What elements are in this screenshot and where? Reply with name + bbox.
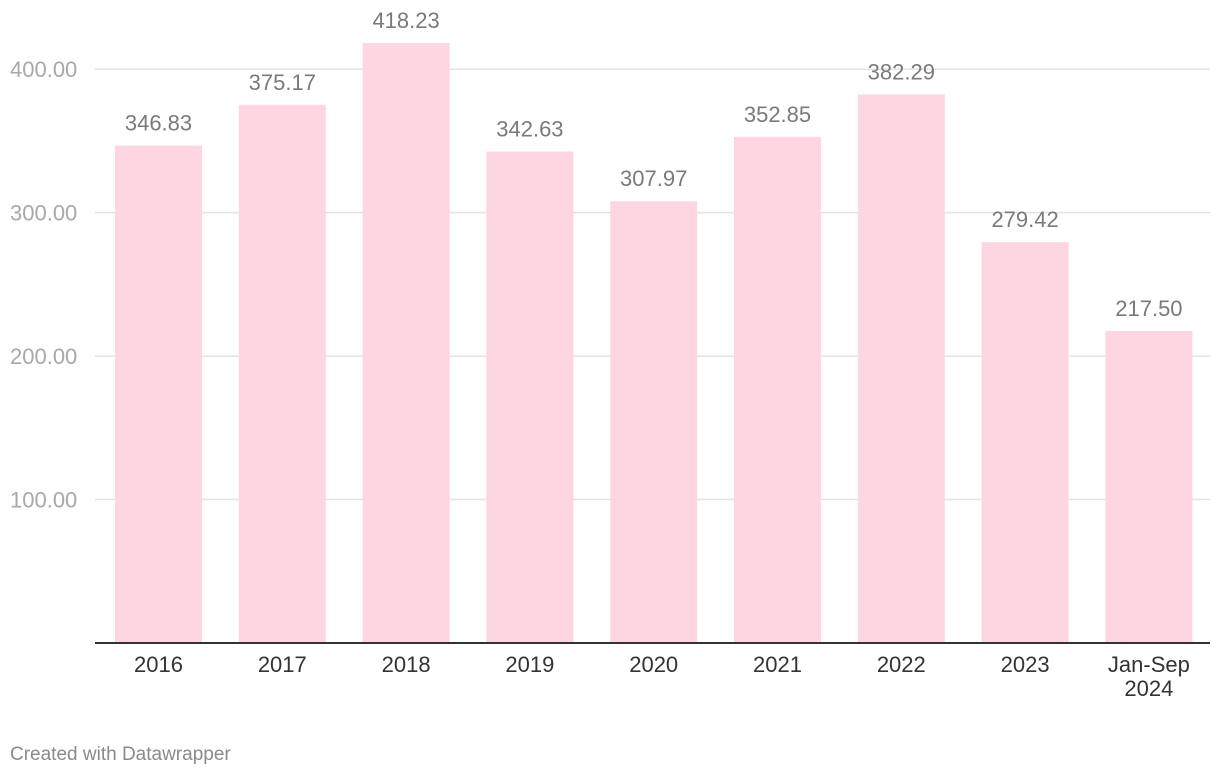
- y-tick-label: 300.00: [10, 201, 77, 226]
- value-label: 375.17: [249, 70, 316, 95]
- bar-2019[interactable]: [486, 151, 574, 644]
- y-tick-label: 400.00: [10, 57, 77, 82]
- value-label: 418.23: [372, 8, 439, 33]
- x-axis: 2016 2017 2018 2019 2020 2021 2022 2023 Jan-Sep 2…: [95, 642, 1210, 701]
- bar-2020[interactable]: [610, 201, 698, 643]
- value-label: 382.29: [868, 60, 935, 85]
- bar-2023[interactable]: [981, 242, 1069, 644]
- bar-jan-sep-2024[interactable]: [1105, 330, 1193, 643]
- x-tick-label: 2019: [505, 652, 554, 677]
- value-label: 217.50: [1115, 296, 1182, 321]
- value-label: 279.42: [991, 207, 1058, 232]
- value-label: 307.97: [620, 166, 687, 191]
- value-label: 342.63: [496, 116, 563, 141]
- y-axis: 100.00 200.00 300.00 400.00: [10, 57, 77, 512]
- y-tick-label: 200.00: [10, 344, 77, 369]
- x-tick-label: Jan-Sep 2024: [1108, 652, 1190, 701]
- x-tick-label: 2020: [629, 652, 678, 677]
- y-tick-label: 100.00: [10, 488, 77, 513]
- x-tick-label-line: 2024: [1124, 676, 1173, 701]
- bar-2017[interactable]: [238, 104, 326, 644]
- x-tick-label: 2022: [877, 652, 926, 677]
- x-tick-label: 2016: [134, 652, 183, 677]
- x-tick-label: 2023: [1001, 652, 1050, 677]
- bar-2022[interactable]: [857, 94, 945, 644]
- value-labels: 346.83 375.17 418.23 342.63 307.97 352.85 382.…: [125, 8, 1183, 321]
- x-tick-label-line: Jan-Sep: [1108, 652, 1190, 677]
- value-label: 346.83: [125, 110, 192, 135]
- bar-2018[interactable]: [362, 43, 450, 643]
- value-label: 352.85: [744, 102, 811, 127]
- credit-text[interactable]: Created with Datawrapper: [10, 744, 231, 765]
- bar-2021[interactable]: [734, 136, 821, 643]
- x-tick-label: 2017: [258, 652, 307, 677]
- x-tick-label: 2021: [753, 652, 802, 677]
- x-tick-label: 2018: [382, 652, 431, 677]
- bars: [115, 43, 1193, 644]
- bar-2016[interactable]: [115, 145, 202, 644]
